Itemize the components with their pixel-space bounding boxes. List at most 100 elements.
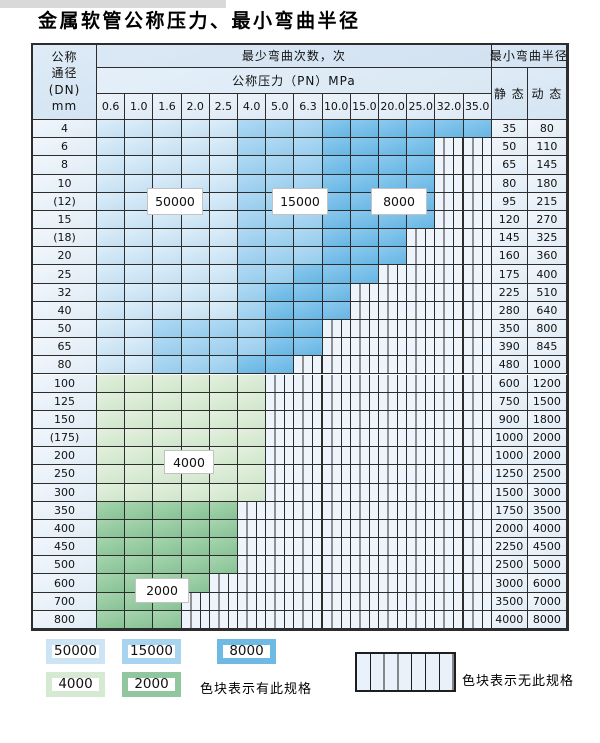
dn-cell: 65 <box>33 338 97 357</box>
spec-available-cell <box>238 210 267 230</box>
static-radius-cell: 750 <box>491 392 528 411</box>
legend-swatch-50000: 50000 <box>46 639 105 664</box>
spec-available-cell <box>379 210 408 230</box>
spec-unavailable-cell <box>294 556 323 575</box>
spec-unavailable-cell <box>435 374 464 393</box>
spec-available-cell <box>238 192 267 211</box>
spec-unavailable-cell <box>266 483 295 502</box>
spec-unavailable-cell <box>435 156 464 175</box>
spec-unavailable-cell <box>435 429 464 448</box>
spec-unavailable-cell <box>266 465 295 484</box>
spec-available-cell <box>97 501 126 520</box>
spec-unavailable-cell <box>463 356 492 375</box>
dn-cell: 25 <box>33 265 97 284</box>
spec-available-cell <box>153 556 182 575</box>
static-radius-cell: 3000 <box>491 574 528 593</box>
spec-unavailable-cell <box>463 138 492 157</box>
spec-unavailable-cell <box>322 538 351 557</box>
pressure-value-header: 32.0 <box>435 94 464 120</box>
spec-available-cell <box>97 192 126 211</box>
spec-unavailable-cell <box>463 519 492 539</box>
spec-unavailable-cell <box>435 519 464 539</box>
static-radius-cell: 2000 <box>491 519 528 539</box>
spec-available-cell <box>125 501 154 520</box>
spec-available-cell <box>238 283 267 302</box>
spec-available-cell <box>238 374 267 393</box>
spec-available-cell <box>181 319 210 339</box>
spec-available-cell <box>125 120 154 139</box>
dynamic-radius-cell: 180 <box>527 174 567 193</box>
dynamic-radius-cell: 1800 <box>527 410 567 430</box>
spec-available-cell <box>294 120 323 139</box>
spec-available-cell <box>181 538 210 557</box>
spec-unavailable-cell <box>463 392 492 411</box>
spec-available-cell <box>153 301 182 320</box>
spec-available-cell <box>125 338 154 357</box>
spec-unavailable-cell <box>379 610 408 629</box>
spec-available-cell <box>97 392 126 411</box>
spec-available-cell <box>209 283 238 302</box>
spec-available-cell <box>209 519 238 539</box>
spec-available-cell <box>153 410 182 430</box>
spec-unavailable-cell <box>463 410 492 430</box>
spec-available-cell <box>153 247 182 266</box>
spec-available-cell <box>153 519 182 539</box>
spec-available-cell <box>97 120 126 139</box>
spec-available-cell <box>266 210 295 230</box>
spec-unavailable-cell <box>350 283 379 302</box>
static-radius-cell: 600 <box>491 374 528 393</box>
spec-unavailable-cell <box>350 301 379 320</box>
dn-cell: 350 <box>33 501 97 520</box>
spec-unavailable-cell <box>379 265 408 284</box>
spec-available-cell <box>181 265 210 284</box>
static-radius-cell: 225 <box>491 283 528 302</box>
spec-unavailable-cell <box>238 592 267 611</box>
min-bend-radius-header: 最小弯曲半径 <box>490 45 567 68</box>
spec-available-cell <box>322 301 351 320</box>
spec-available-cell <box>209 174 238 193</box>
dynamic-radius-cell: 1500 <box>527 392 567 411</box>
spec-unavailable-cell <box>379 592 408 611</box>
pressure-value-header: 1.6 <box>153 94 182 120</box>
spec-available-cell <box>181 392 210 411</box>
spec-available-cell <box>294 229 323 248</box>
static-radius-cell: 80 <box>491 174 528 193</box>
spec-unavailable-cell <box>379 301 408 320</box>
spec-unavailable-cell <box>322 410 351 430</box>
spec-available-cell <box>379 229 408 248</box>
pressure-value-header: 1.0 <box>125 94 154 120</box>
spec-available-cell <box>350 156 379 175</box>
spec-available-cell <box>209 465 238 484</box>
spec-unavailable-cell <box>379 319 408 339</box>
spec-unavailable-cell <box>435 319 464 339</box>
spec-available-cell <box>97 265 126 284</box>
spec-available-cell <box>350 265 379 284</box>
static-radius-cell: 175 <box>491 265 528 284</box>
spec-unavailable-cell <box>322 374 351 393</box>
legend-unavailable-swatch <box>355 652 456 692</box>
spec-unavailable-cell <box>294 519 323 539</box>
spec-available-cell <box>181 338 210 357</box>
spec-available-cell <box>379 156 408 175</box>
spec-unavailable-cell <box>238 519 267 539</box>
spec-unavailable-cell <box>435 338 464 357</box>
spec-unavailable-cell <box>266 447 295 466</box>
spec-unavailable-cell <box>463 301 492 320</box>
spec-available-cell <box>97 338 126 357</box>
dynamic-radius-cell: 6000 <box>527 574 567 593</box>
static-radius-cell: 900 <box>491 410 528 430</box>
spec-available-cell <box>209 247 238 266</box>
spec-available-cell <box>153 429 182 448</box>
spec-available-cell <box>238 392 267 411</box>
spec-unavailable-cell <box>238 556 267 575</box>
spec-available-cell <box>238 120 267 139</box>
spec-unavailable-cell <box>350 519 379 539</box>
spec-unavailable-cell <box>322 319 351 339</box>
spec-available-cell <box>125 229 154 248</box>
static-radius-cell: 65 <box>491 156 528 175</box>
spec-available-cell <box>209 156 238 175</box>
spec-available-cell <box>125 519 154 539</box>
dn-header-line: (DN) <box>48 82 81 97</box>
spec-available-cell <box>350 247 379 266</box>
spec-unavailable-cell <box>266 592 295 611</box>
